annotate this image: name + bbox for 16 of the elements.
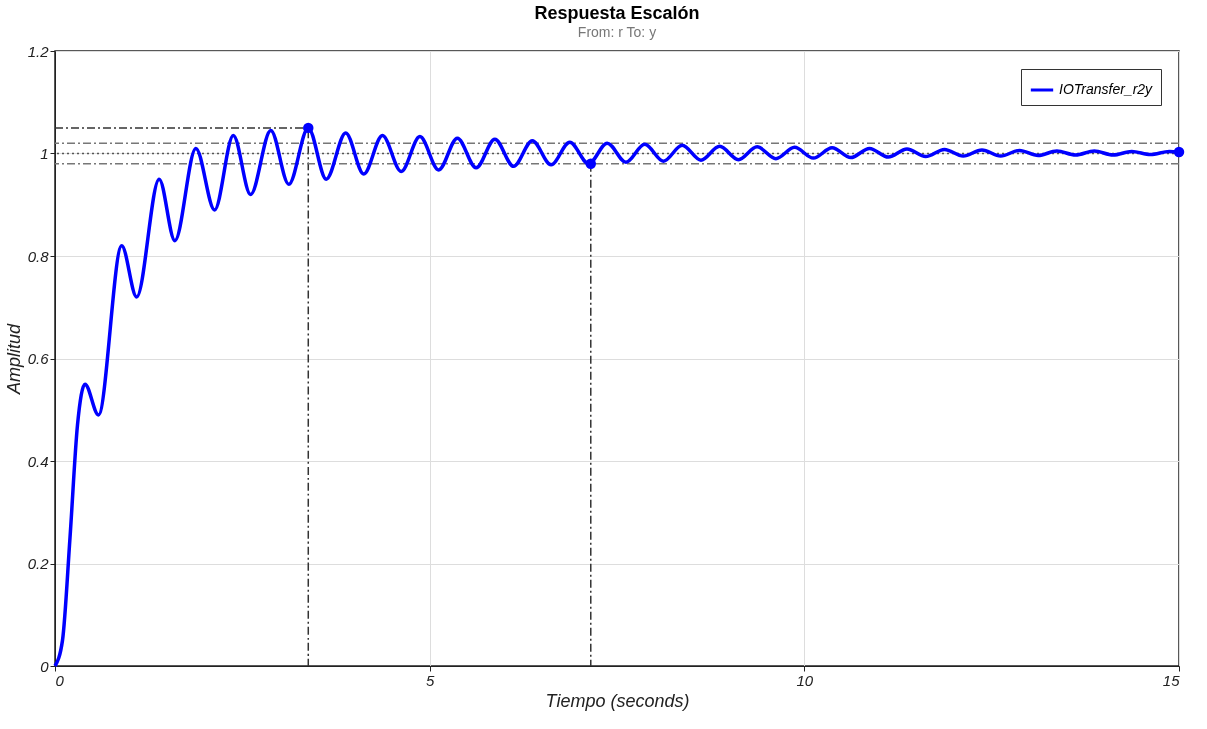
x-tick-label: 15 — [1162, 671, 1181, 689]
x-axis-title: Tiempo (seconds) — [545, 690, 690, 711]
y-tick-label: 0.4 — [27, 452, 49, 470]
y-tick-label: 1 — [40, 145, 49, 162]
y-tick-label: 0.6 — [27, 350, 50, 367]
x-tick-label: 10 — [796, 671, 814, 689]
y-tick-label: 0.2 — [27, 555, 50, 572]
chart-title: Respuesta Escalón — [534, 3, 700, 23]
legend-label: IOTransfer_r2y — [1059, 81, 1154, 97]
y-tick-label: 1.2 — [27, 42, 50, 60]
x-tick-label: 0 — [55, 671, 65, 689]
y-axis-title: Amplitud — [3, 323, 24, 396]
y-tick-label: 0.8 — [27, 247, 50, 265]
x-tick-label: 5 — [425, 671, 435, 689]
chart-subtitle: From: r To: y — [577, 24, 657, 40]
y-tick-label: 0 — [40, 657, 50, 675]
